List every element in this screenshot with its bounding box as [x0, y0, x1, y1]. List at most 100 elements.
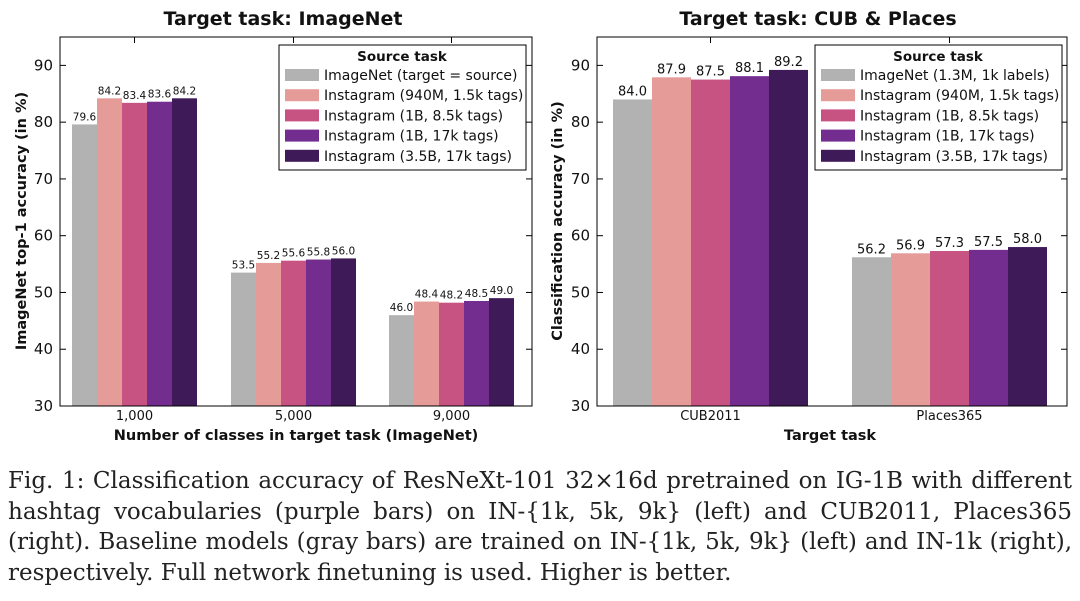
bar	[613, 99, 652, 406]
x-tick-label: 9,000	[433, 409, 470, 424]
bar	[281, 260, 306, 406]
legend-entry: ImageNet (target = source)	[324, 68, 517, 84]
bar	[769, 69, 808, 407]
chart-cub-places: Target task: CUB & Places Classification…	[550, 8, 1068, 444]
data-label: 83.4	[123, 90, 147, 102]
bar	[652, 77, 691, 406]
data-label: 56.0	[332, 245, 355, 257]
legend-entry: Instagram (1B, 8.5k tags)	[324, 108, 503, 124]
legend-swatch	[821, 89, 855, 102]
bar	[930, 251, 969, 406]
y-tick-label: 30	[571, 397, 590, 415]
bars	[72, 98, 514, 407]
legend-frame	[278, 44, 527, 171]
legend-swatch	[821, 69, 855, 81]
bar	[97, 98, 122, 407]
legend-swatch	[285, 69, 319, 81]
data-label: 84.2	[173, 85, 196, 97]
data-label: 48.2	[440, 290, 463, 302]
y-tick-label: 80	[571, 113, 590, 131]
y-tick-label: 70	[34, 170, 53, 188]
y-axis-ticks: 30 40 50 60 70 80 90	[571, 56, 1067, 415]
data-label: 55.8	[307, 247, 330, 259]
bars	[613, 69, 1047, 407]
legend-swatch	[285, 109, 319, 122]
plot-frame	[59, 36, 533, 407]
legend-entry: Instagram (3.5B, 17k tags)	[324, 149, 512, 165]
legend-swatch	[821, 129, 855, 142]
data-label: 58.0	[1013, 232, 1042, 247]
data-label: 88.1	[735, 61, 764, 76]
data-label: 48.4	[415, 289, 439, 301]
legend-entry: Instagram (1B, 8.5k tags)	[860, 108, 1039, 124]
legend-entry: Instagram (1B, 17k tags)	[860, 129, 1035, 145]
bar	[256, 262, 281, 406]
x-tick-label: CUB2011	[680, 409, 741, 424]
bar	[464, 300, 489, 406]
bar	[231, 272, 256, 406]
legend-frame	[814, 44, 1063, 171]
legend: Source task ImageNet (target = source) In…	[278, 44, 527, 171]
y-tick-label: 50	[34, 283, 53, 301]
x-axis-label: Number of classes in target task (ImageN…	[114, 428, 479, 444]
x-tick-label: 5,000	[275, 409, 312, 424]
chart-imagenet: Target task: ImageNet ImageNet top-1 acc…	[14, 8, 533, 444]
bar	[414, 301, 439, 406]
chart-title: Target task: CUB & Places	[679, 8, 956, 30]
legend-entry: Instagram (940M, 1.5k tags)	[324, 88, 523, 104]
x-tick-label: Places365	[916, 409, 982, 424]
data-labels: 79.684.2 83.4 83.6 84.253.555.2 55.6 55.8 56.0…	[73, 85, 513, 314]
bar	[147, 101, 172, 407]
data-label: 56.2	[857, 242, 886, 257]
data-label: 84.2	[98, 85, 121, 97]
y-tick-label: 60	[571, 227, 590, 245]
data-label: 53.5	[232, 260, 255, 272]
y-tick-label: 90	[34, 56, 53, 74]
legend-swatch	[821, 149, 855, 162]
y-tick-label: 50	[571, 283, 590, 301]
data-label: 87.9	[657, 62, 686, 77]
y-tick-label: 70	[571, 170, 590, 188]
legend-entry: Instagram (3.5B, 17k tags)	[860, 149, 1048, 165]
data-label: 49.0	[490, 285, 513, 297]
data-label: 83.6	[148, 89, 172, 101]
data-label: 89.2	[774, 55, 803, 70]
y-tick-label: 40	[571, 340, 590, 358]
x-axis-ticks: CUB2011 Places365	[680, 37, 983, 424]
y-axis-label: ImageNet top-1 accuracy (in %)	[14, 92, 30, 350]
y-axis-label: Classification accuracy (in %)	[550, 101, 566, 340]
legend-entry: ImageNet (1.3M, 1k labels)	[860, 68, 1050, 84]
bar	[489, 298, 514, 406]
bar	[331, 258, 356, 406]
bar	[1008, 247, 1047, 406]
data-label: 46.0	[390, 302, 413, 314]
bar	[306, 259, 331, 406]
data-label: 87.5	[696, 65, 725, 80]
data-label: 84.0	[618, 84, 647, 99]
legend-swatch	[285, 149, 319, 162]
figure: Target task: ImageNet ImageNet top-1 acc…	[14, 8, 1068, 444]
bar	[72, 124, 97, 406]
y-tick-label: 80	[34, 113, 53, 131]
chart-title: Target task: ImageNet	[164, 8, 403, 30]
bar	[122, 102, 147, 407]
plot-frame	[596, 36, 1068, 407]
legend: Source task ImageNet (1.3M, 1k labels) In…	[814, 44, 1063, 171]
y-tick-label: 30	[34, 397, 53, 415]
data-label: 79.6	[73, 111, 97, 123]
legend-title: Source task	[357, 49, 448, 65]
legend-title: Source task	[893, 49, 984, 65]
bar	[730, 76, 769, 406]
y-tick-label: 90	[571, 56, 590, 74]
data-label: 56.9	[896, 238, 925, 253]
legend-entry: Instagram (940M, 1.5k tags)	[860, 88, 1059, 104]
bar	[389, 315, 414, 406]
bar	[172, 98, 197, 407]
data-label: 55.2	[257, 250, 280, 262]
x-axis-ticks: 1,000 5,000 9,000	[116, 37, 470, 424]
y-tick-label: 40	[34, 340, 53, 358]
data-label: 57.3	[935, 236, 964, 251]
bar	[891, 253, 930, 406]
x-axis-label: Target task	[784, 428, 876, 444]
bar	[439, 302, 464, 406]
